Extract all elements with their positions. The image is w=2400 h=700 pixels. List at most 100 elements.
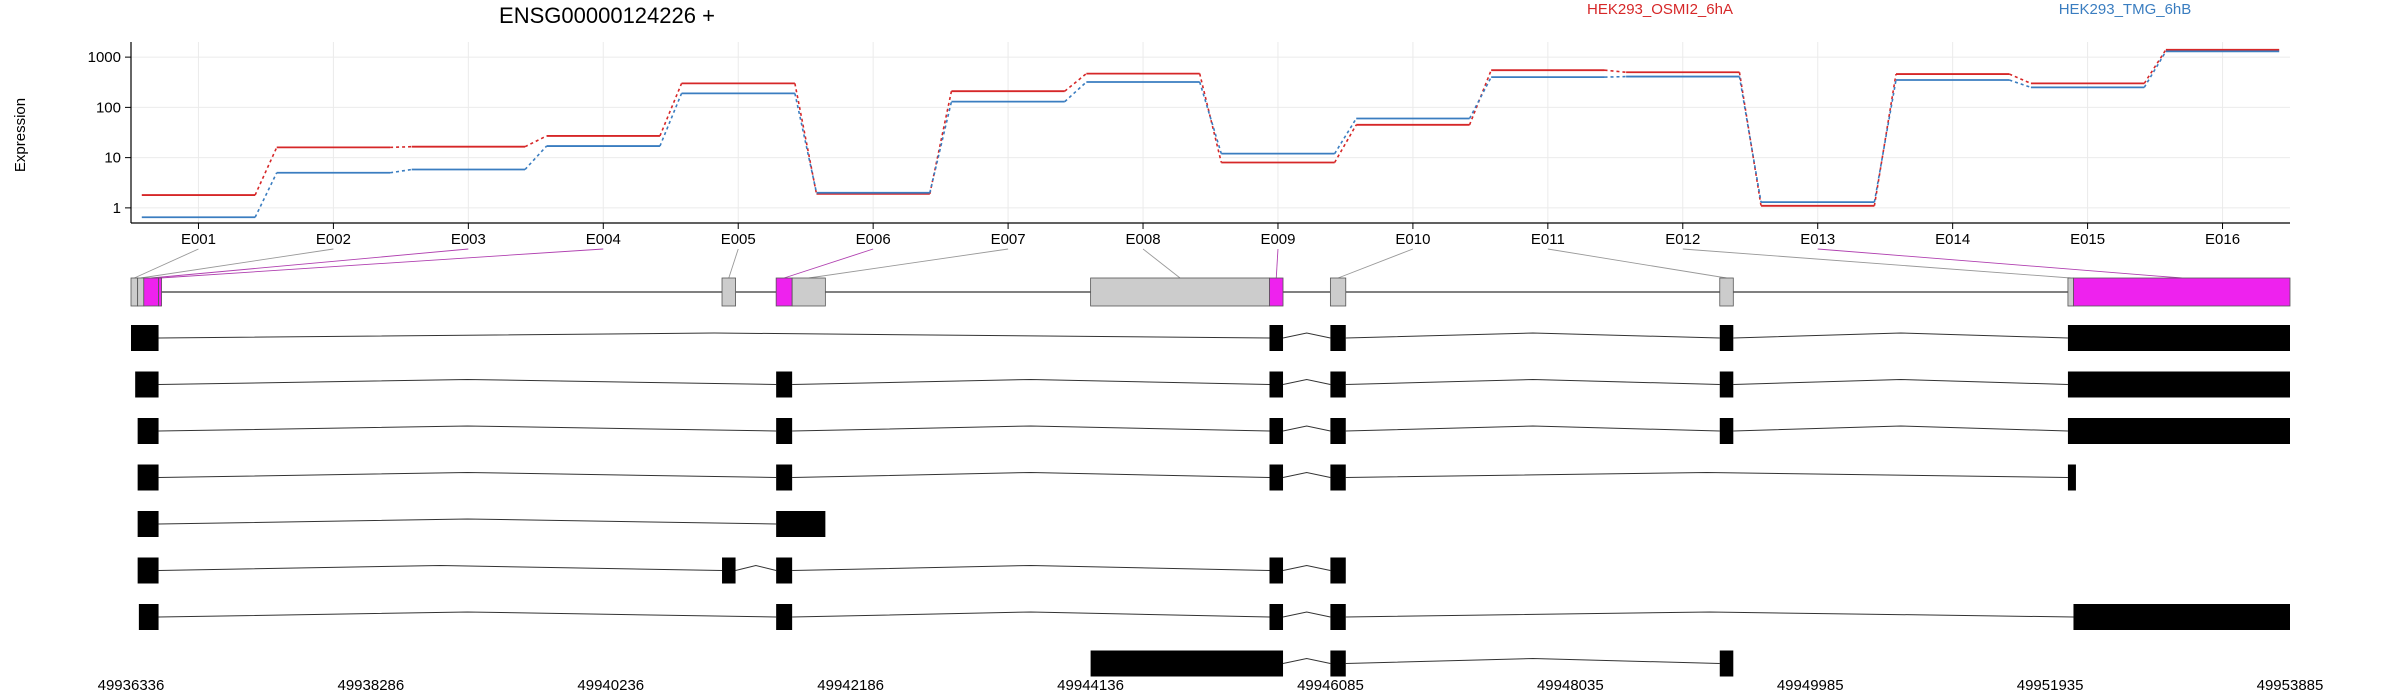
model-exon-E008	[1090, 277, 1270, 307]
transcript-exon-block	[776, 511, 826, 537]
transcript-intron	[158, 332, 1270, 339]
transcript-exon-block	[1330, 650, 1346, 677]
connector-E001	[134, 248, 199, 279]
transcript-exon-block	[1269, 604, 1284, 630]
transcript-exon-block	[2067, 325, 2290, 351]
gene-model	[130, 277, 2291, 307]
transcript-intron	[1282, 425, 1331, 432]
x-tick-label: E004	[586, 231, 621, 248]
transcript-intron	[1733, 378, 2068, 385]
series-connector	[1198, 81, 1223, 154]
transcript-intron	[1345, 657, 1720, 664]
model-exon-E012	[2067, 277, 2074, 307]
transcript-intron	[158, 425, 777, 432]
series-connector	[254, 172, 278, 218]
transcript-exon-block	[2067, 464, 2076, 491]
x-tick-label: E012	[1665, 231, 1700, 248]
transcript-exon-block	[776, 464, 793, 491]
transcript-exon-block	[776, 418, 793, 444]
series-connector	[1738, 72, 1762, 206]
model-exon-E005	[721, 277, 736, 307]
series-connector	[2143, 50, 2167, 88]
transcript-intron	[1282, 564, 1331, 571]
x-tick-label: E014	[1935, 231, 1970, 248]
transcript-8	[1090, 650, 1734, 677]
model-exon-E002	[137, 277, 145, 307]
legend-entry-2: HEK293_TMG_6hB	[2059, 1, 2192, 18]
model-exon-E009	[1269, 277, 1284, 307]
series-connector	[389, 168, 412, 174]
connector-E009	[1275, 248, 1279, 279]
x-tick-label: E011	[1531, 231, 1565, 248]
transcript-3	[137, 418, 2290, 444]
transcript-exon-block	[1330, 371, 1346, 398]
transcript-6	[137, 557, 1346, 584]
connector-E012	[1682, 248, 2071, 279]
connector-E008	[1142, 248, 1181, 279]
transcript-exon-block	[1090, 650, 1284, 677]
series-connector	[1873, 73, 1897, 206]
model-exon-E004	[158, 277, 162, 307]
y-axis-label: Expression	[12, 98, 29, 172]
model-exon-E003	[143, 277, 159, 307]
series-connector	[659, 93, 683, 147]
x-tick-label: E013	[1800, 231, 1835, 248]
transcript-exon-block	[137, 511, 159, 537]
series-connector	[1604, 75, 1627, 78]
series-connector	[1333, 124, 1357, 163]
y-tick-label: 1	[113, 200, 121, 217]
transcript-exon-block	[1330, 604, 1346, 630]
transcript-exon-block	[1719, 325, 1734, 351]
transcript-intron	[158, 564, 723, 571]
transcript-intron	[1345, 611, 2074, 618]
transcript-exon-block	[1719, 371, 1734, 398]
series-2	[141, 50, 2280, 219]
series-connector	[390, 145, 412, 149]
transcript-exon-block	[1330, 325, 1346, 351]
transcript-exon-block	[776, 604, 793, 630]
series-connector	[524, 145, 548, 171]
genomic-axis-label: 49940236	[577, 677, 644, 694]
connector-E005	[728, 248, 739, 279]
transcript-intron	[1345, 425, 1720, 432]
model-exon-E006	[775, 277, 793, 307]
transcript-exon-block	[1330, 464, 1346, 491]
transcript-exon-block	[131, 325, 159, 351]
x-tick-label: E010	[1395, 231, 1430, 248]
genomic-axis-label: 49951935	[2017, 677, 2084, 694]
model-exon-E001	[130, 277, 139, 307]
series-connector	[1604, 69, 1627, 74]
transcript-exon-block	[1330, 557, 1346, 584]
x-tick-label: E007	[991, 231, 1026, 248]
transcript-exon-block	[137, 464, 159, 491]
transcript-exon-block	[2067, 418, 2290, 444]
transcript-exon-block	[137, 418, 159, 444]
series-connector	[1064, 81, 1087, 103]
genomic-axis-label: 49946085	[1297, 677, 1364, 694]
x-tick-label: E002	[316, 231, 351, 248]
y-tick-label: 10	[104, 150, 121, 167]
model-exon-E013	[2073, 277, 2291, 307]
transcript-intron	[1345, 332, 1720, 339]
series-connector	[1873, 79, 1897, 203]
x-tick-label: E016	[2205, 231, 2240, 248]
transcript-tracks	[131, 325, 2290, 677]
transcript-intron	[1282, 471, 1331, 478]
transcript-intron	[158, 611, 777, 618]
transcript-intron	[158, 518, 777, 525]
transcript-intron	[1282, 332, 1331, 339]
transcript-exon-block	[1269, 325, 1284, 351]
transcript-1	[131, 325, 2290, 351]
x-tick-label: E009	[1260, 231, 1295, 248]
transcript-exon-block	[137, 557, 159, 584]
expression-plot-area: 1 10 100 1000 E001 E002 E003 E004 E005 E006 E007 E0…	[88, 42, 2290, 248]
transcript-intron	[158, 378, 777, 385]
series-connector	[929, 101, 953, 193]
y-tick-label: 1000	[88, 49, 121, 66]
transcript-exon-block	[1269, 557, 1284, 584]
transcript-exon-block	[1269, 371, 1284, 398]
connector-E013	[1817, 248, 2182, 279]
x-tick-label: E008	[1126, 231, 1161, 248]
transcript-exon-block	[138, 604, 159, 630]
transcript-exon-block	[1719, 418, 1734, 444]
